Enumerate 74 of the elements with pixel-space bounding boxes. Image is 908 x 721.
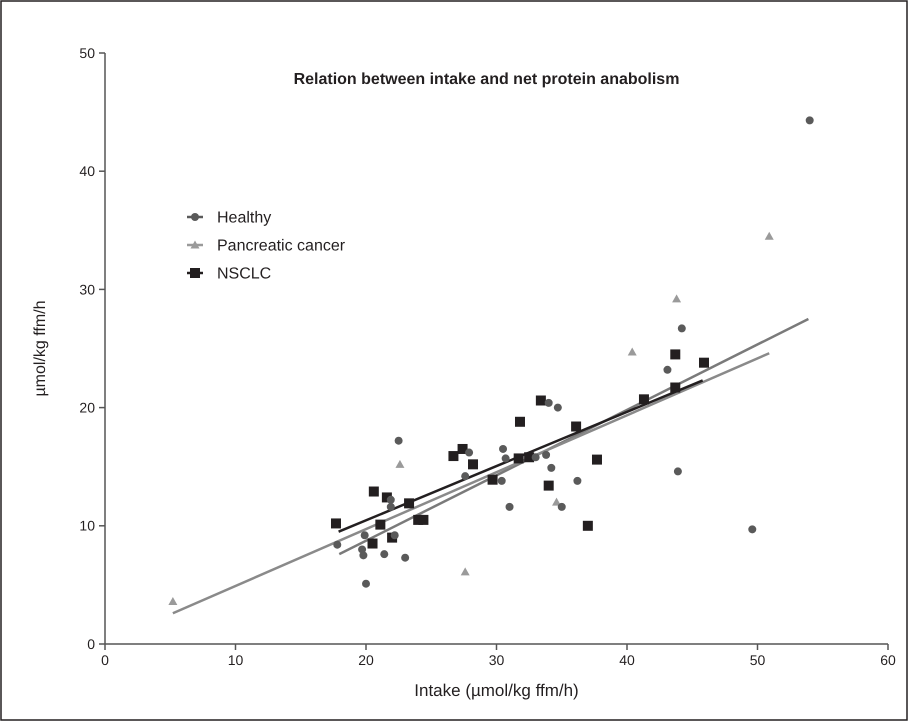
point <box>465 448 474 457</box>
point <box>542 450 550 459</box>
y-tick-label: 40 <box>79 163 96 180</box>
point <box>536 396 546 406</box>
y-axis-title: µmol/kg ffm/h <box>32 300 49 397</box>
y-tick-label: 30 <box>79 281 96 298</box>
point <box>672 294 682 302</box>
point <box>764 232 774 240</box>
point <box>368 538 378 549</box>
x-tick-label: 50 <box>750 652 766 668</box>
point <box>468 459 478 470</box>
point <box>460 567 470 576</box>
legend-label: NSCLC <box>217 266 272 283</box>
point <box>333 540 342 549</box>
point <box>806 116 814 124</box>
point <box>368 486 379 497</box>
x-tick-label: 10 <box>228 652 244 668</box>
point <box>386 502 395 511</box>
point <box>554 404 562 412</box>
point <box>674 467 682 476</box>
point <box>582 520 593 531</box>
point <box>448 451 458 462</box>
point <box>375 520 386 530</box>
point <box>544 398 553 407</box>
point <box>498 476 506 485</box>
point <box>330 518 341 528</box>
point <box>502 454 510 462</box>
point <box>592 454 602 465</box>
point <box>628 348 637 356</box>
point <box>380 550 388 558</box>
point <box>532 453 540 462</box>
point <box>390 531 399 540</box>
text: Relation between intake and net protein anabolism <box>294 71 680 88</box>
y-tick-label: 20 <box>79 400 96 416</box>
point <box>544 480 554 491</box>
point <box>458 444 468 454</box>
point <box>571 422 582 432</box>
point <box>401 554 410 562</box>
point <box>359 551 368 560</box>
point <box>698 358 709 368</box>
point <box>168 596 178 605</box>
x-tick-label: 30 <box>488 652 504 668</box>
x-tick-label: 20 <box>358 652 374 668</box>
point <box>488 474 498 485</box>
point <box>638 394 649 404</box>
point <box>678 324 686 332</box>
point <box>506 502 514 511</box>
point <box>670 382 680 393</box>
x-tick-label: 60 <box>880 652 896 668</box>
point <box>547 464 556 472</box>
legend-label: Pancreatic cancer <box>217 238 346 255</box>
point <box>418 514 428 525</box>
point <box>394 436 403 445</box>
point <box>514 453 524 464</box>
point <box>663 366 672 374</box>
point <box>558 502 566 511</box>
y-tick-label: 50 <box>79 44 96 61</box>
point <box>748 525 756 534</box>
x-tick-label: 40 <box>619 652 635 668</box>
point <box>386 496 395 504</box>
point <box>670 349 680 360</box>
point <box>573 476 582 485</box>
point <box>404 498 414 508</box>
y-tick-label: 0 <box>87 636 96 652</box>
point <box>514 416 525 427</box>
x-axis-title: Intake (µmol/kg ffm/h) <box>414 681 579 700</box>
legend-label: Healthy <box>217 210 272 227</box>
point <box>395 460 404 468</box>
x-tick-label: 0 <box>101 652 110 668</box>
point <box>362 580 370 588</box>
point <box>499 444 508 453</box>
y-tick-label: 10 <box>79 518 96 534</box>
point <box>360 531 369 540</box>
point <box>461 472 470 480</box>
